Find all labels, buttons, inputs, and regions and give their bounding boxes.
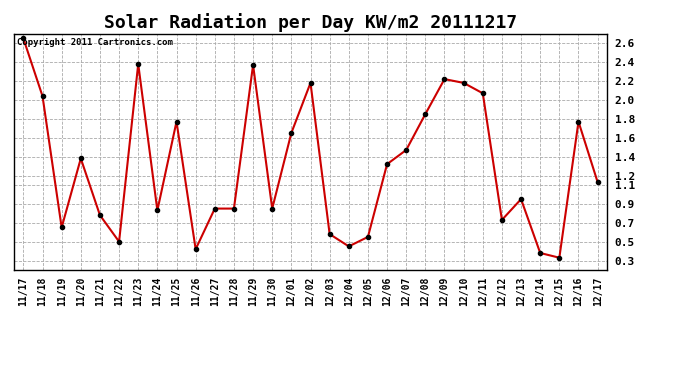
Title: Solar Radiation per Day KW/m2 20111217: Solar Radiation per Day KW/m2 20111217 bbox=[104, 13, 517, 32]
Text: Copyright 2011 Cartronics.com: Copyright 2011 Cartronics.com bbox=[17, 39, 172, 48]
